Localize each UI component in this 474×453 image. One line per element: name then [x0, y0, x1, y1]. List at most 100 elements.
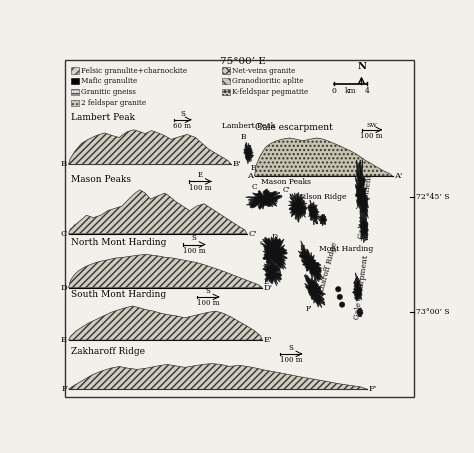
Text: F: F [300, 244, 305, 252]
Text: B': B' [233, 160, 241, 169]
Text: SW: SW [366, 122, 377, 127]
Text: Lambert Peak: Lambert Peak [222, 122, 276, 130]
Text: Felsic granulite+charnockite: Felsic granulite+charnockite [81, 67, 187, 75]
Polygon shape [355, 160, 368, 231]
Text: Zakharoff Ridge: Zakharoff Ridge [315, 241, 339, 303]
Text: ice-snow: ice-snow [73, 224, 100, 229]
Text: K-feldspar pegmatite: K-feldspar pegmatite [232, 88, 308, 96]
Polygon shape [69, 364, 367, 389]
Bar [71, 67, 79, 73]
Polygon shape [263, 259, 282, 286]
Bar [222, 78, 230, 84]
Text: 60 m: 60 m [173, 122, 191, 130]
Text: 0: 0 [332, 87, 337, 95]
Text: A: A [247, 172, 253, 180]
Polygon shape [69, 255, 262, 288]
Text: South Mont Harding: South Mont Harding [71, 290, 166, 299]
Text: S: S [206, 287, 210, 294]
Text: North Mont Harding: North Mont Harding [71, 238, 166, 247]
Text: C': C' [248, 230, 257, 238]
Text: Ice-snow: Ice-snow [100, 153, 128, 158]
Text: E: E [198, 171, 203, 179]
Polygon shape [261, 236, 287, 274]
Text: E': E' [264, 336, 273, 344]
Polygon shape [357, 308, 363, 317]
Text: S: S [191, 234, 197, 242]
Text: D': D' [264, 284, 273, 292]
Bar [71, 100, 79, 106]
Text: 100 m: 100 m [360, 132, 383, 140]
Text: D: D [272, 233, 278, 241]
Text: 4: 4 [365, 87, 369, 95]
Text: A': A' [356, 203, 362, 211]
Text: Ice-snow: Ice-snow [75, 331, 103, 336]
Text: E': E' [264, 279, 270, 286]
Text: Mason Peaks: Mason Peaks [71, 175, 131, 184]
Bar [222, 67, 230, 73]
Text: D: D [60, 284, 67, 292]
Text: Wilson Ridge: Wilson Ridge [296, 193, 346, 202]
Text: E: E [61, 336, 67, 344]
Text: Mont Harding: Mont Harding [319, 245, 373, 253]
Polygon shape [359, 212, 368, 242]
Polygon shape [308, 200, 319, 225]
Text: C': C' [283, 186, 290, 194]
Text: B': B' [251, 164, 258, 173]
Text: Zakharoff Ridge: Zakharoff Ridge [71, 347, 145, 356]
Text: 72°45’ S: 72°45’ S [416, 193, 449, 201]
Text: F': F' [265, 256, 272, 261]
Text: C': C' [260, 241, 266, 246]
Text: km: km [345, 87, 356, 95]
Text: N: N [357, 63, 366, 71]
Polygon shape [304, 274, 326, 308]
Text: 2 feldspar granite: 2 feldspar granite [81, 99, 146, 107]
Text: F: F [61, 386, 67, 393]
Text: 100 m: 100 m [197, 299, 219, 307]
Bar [71, 78, 79, 84]
Text: Ice-snow: Ice-snow [323, 167, 351, 172]
Circle shape [336, 286, 341, 292]
Text: Ice-snow: Ice-snow [228, 331, 255, 336]
Polygon shape [69, 190, 247, 234]
Text: Gale escarpment: Gale escarpment [255, 123, 332, 132]
Text: F': F' [305, 304, 312, 313]
Text: C: C [252, 183, 257, 192]
Polygon shape [246, 189, 283, 209]
Text: S: S [180, 110, 185, 117]
Text: S: S [289, 343, 293, 352]
Polygon shape [255, 138, 392, 176]
Text: 75°00’ E: 75°00’ E [220, 58, 266, 67]
Text: Granodioritic aplite: Granodioritic aplite [232, 77, 303, 85]
Text: Mason Peaks: Mason Peaks [261, 178, 311, 186]
Text: Net-veins granite: Net-veins granite [232, 67, 295, 75]
Bar [71, 89, 79, 95]
Text: Gale escarpment: Gale escarpment [357, 174, 374, 240]
Polygon shape [353, 273, 362, 301]
Text: F': F' [368, 386, 377, 393]
Polygon shape [69, 130, 231, 164]
Text: B: B [61, 160, 67, 169]
Polygon shape [288, 193, 308, 222]
Circle shape [339, 302, 345, 307]
Text: A: A [353, 160, 358, 169]
Polygon shape [244, 142, 254, 164]
Text: Gale escarpment: Gale escarpment [353, 255, 370, 320]
Polygon shape [298, 241, 323, 285]
Text: Ice-snow: Ice-snow [219, 381, 247, 386]
Text: B: B [241, 133, 246, 141]
Text: C: C [61, 230, 67, 238]
Text: Mafic granulite: Mafic granulite [81, 77, 137, 85]
Text: 100 m: 100 m [183, 247, 205, 255]
Text: Granitic gneiss: Granitic gneiss [81, 88, 136, 96]
Text: Lambert Peak: Lambert Peak [71, 113, 135, 122]
Circle shape [337, 294, 343, 299]
Text: D': D' [264, 247, 271, 255]
Polygon shape [69, 306, 262, 340]
Bar [222, 89, 230, 95]
Polygon shape [318, 214, 327, 226]
Text: A': A' [394, 172, 402, 180]
Text: 100 m: 100 m [189, 184, 211, 192]
Text: Ice-snow: Ice-snow [155, 156, 183, 161]
Text: 73°00’ S: 73°00’ S [416, 308, 449, 316]
Text: 100 m: 100 m [280, 356, 302, 364]
